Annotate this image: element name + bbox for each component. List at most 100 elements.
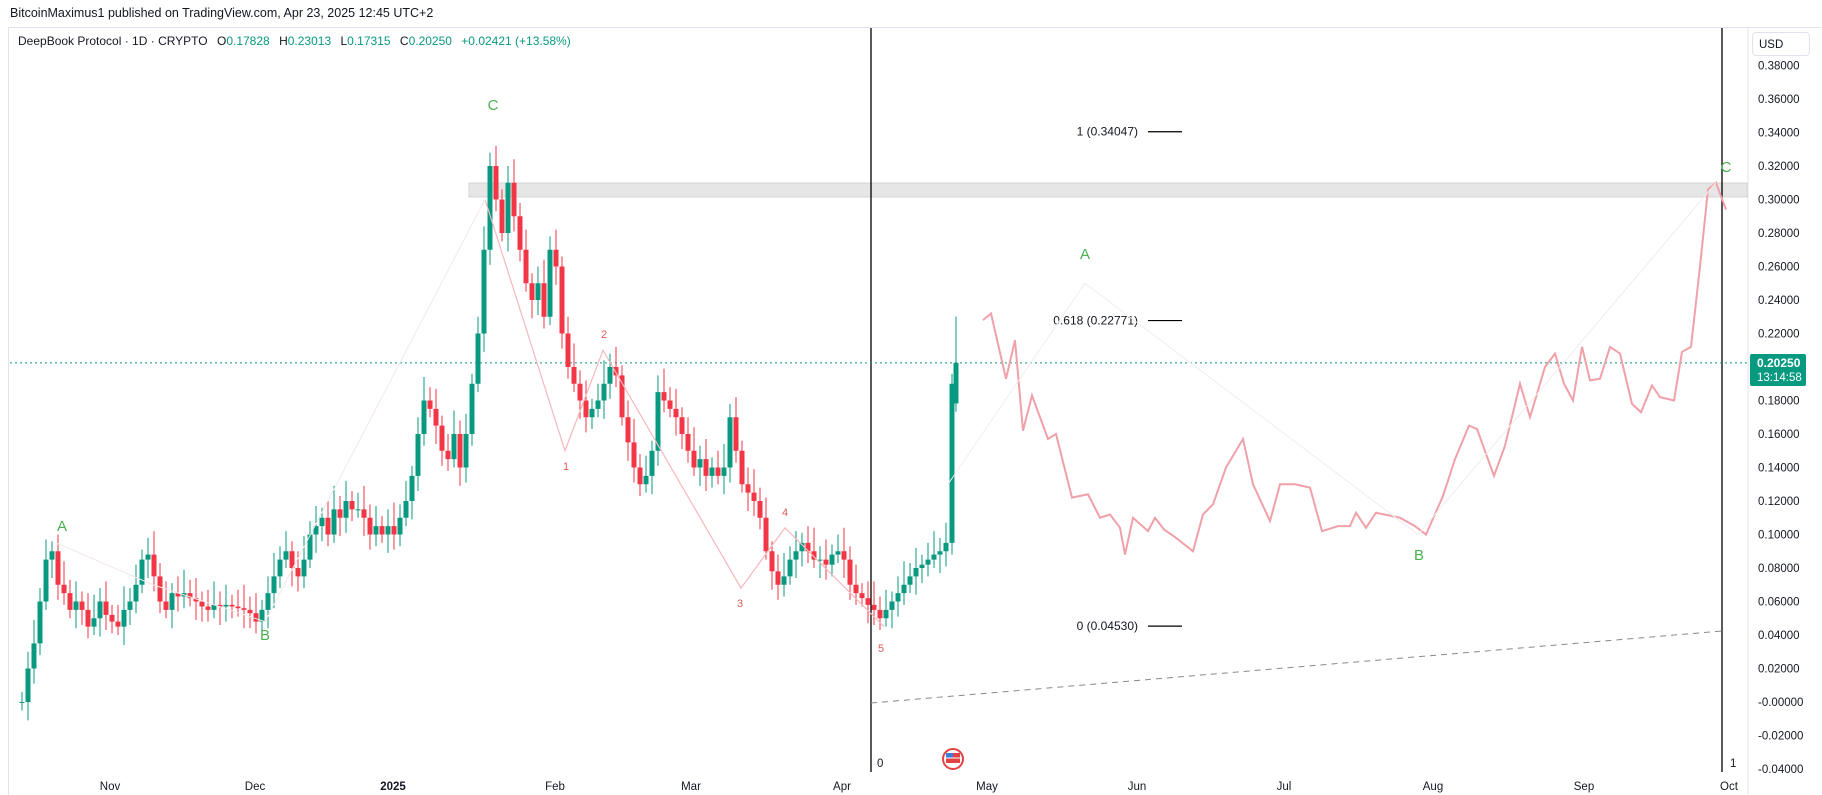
price-tick: 0.14000 bbox=[1758, 463, 1800, 475]
candle-body bbox=[925, 559, 931, 565]
candle-body bbox=[361, 509, 367, 518]
candle-body bbox=[883, 609, 889, 619]
candle-body bbox=[283, 551, 289, 560]
high-label: H bbox=[279, 34, 288, 48]
impulse-wave-label: 1 bbox=[563, 461, 569, 473]
candle-body bbox=[835, 551, 841, 555]
candle-body bbox=[325, 517, 331, 535]
candle-body bbox=[127, 601, 133, 610]
candle-body bbox=[889, 601, 895, 610]
candle-body bbox=[49, 551, 55, 560]
candle-body bbox=[619, 375, 625, 418]
candle-body bbox=[31, 643, 37, 669]
time-tick: Nov bbox=[100, 781, 121, 793]
candle-body bbox=[913, 568, 919, 577]
candle-body bbox=[949, 383, 955, 543]
price-tick: 0.36000 bbox=[1758, 94, 1800, 106]
flag-canton bbox=[946, 753, 953, 758]
candle-body bbox=[211, 604, 217, 610]
candle-body bbox=[583, 400, 589, 418]
candle-body bbox=[703, 459, 709, 476]
candle-body bbox=[145, 554, 151, 560]
candle-body bbox=[61, 584, 67, 594]
candle-body bbox=[97, 601, 103, 619]
candle-body bbox=[391, 526, 397, 535]
fib-level-label: 0.618 (0.22771) bbox=[1053, 314, 1138, 328]
price-tick: 0.02000 bbox=[1758, 664, 1800, 676]
candle-body bbox=[487, 166, 493, 250]
price-tick: 0.10000 bbox=[1758, 530, 1800, 542]
price-tick: -0.04000 bbox=[1758, 764, 1803, 776]
candle-body bbox=[133, 584, 139, 602]
candle-body bbox=[953, 362, 959, 404]
price-tick: 0.22000 bbox=[1758, 329, 1800, 341]
projection-wave-label: C bbox=[1721, 159, 1732, 176]
candle-body bbox=[301, 559, 307, 577]
candle-body bbox=[469, 383, 475, 434]
candle-body bbox=[655, 392, 661, 451]
candle-body bbox=[553, 249, 559, 267]
candle-body bbox=[757, 501, 763, 518]
candle-body bbox=[457, 434, 463, 468]
candle-body bbox=[811, 551, 817, 560]
candle-body bbox=[217, 604, 223, 607]
candle-body bbox=[865, 598, 871, 605]
candle-body bbox=[373, 526, 379, 535]
candle-body bbox=[673, 408, 679, 418]
candle-body bbox=[763, 517, 769, 552]
candle-body bbox=[733, 417, 739, 451]
candle-body bbox=[679, 417, 685, 434]
candle-body bbox=[367, 517, 373, 535]
price-tick: 0.08000 bbox=[1758, 563, 1800, 575]
time-tick: Oct bbox=[1720, 781, 1739, 793]
last-price-label: 0.20250 13:14:58 bbox=[1750, 354, 1806, 386]
candle-body bbox=[193, 598, 199, 602]
candle-body bbox=[439, 425, 445, 451]
candle-body bbox=[727, 417, 733, 468]
candle-body bbox=[535, 283, 541, 300]
impulse-wave-label: 2 bbox=[601, 329, 607, 341]
price-projection-line bbox=[982, 181, 1727, 555]
candle-body bbox=[85, 609, 91, 627]
candle-body bbox=[403, 501, 409, 518]
candle-body bbox=[343, 501, 349, 518]
candle-body bbox=[19, 702, 25, 703]
candle-body bbox=[103, 601, 109, 615]
low-value: 0.17315 bbox=[347, 34, 391, 48]
candle-body bbox=[739, 450, 745, 485]
impulse-wave-line bbox=[484, 199, 885, 628]
candle-body bbox=[559, 266, 565, 334]
time-tick: Jun bbox=[1128, 781, 1147, 793]
candle-body bbox=[643, 475, 649, 485]
dashed-trendline bbox=[870, 630, 1723, 704]
time-tick: Feb bbox=[545, 781, 565, 793]
projection-wave-label: A bbox=[1080, 246, 1090, 263]
candle-body bbox=[463, 434, 469, 468]
candle-body bbox=[601, 383, 607, 401]
symbol-name[interactable]: DeepBook Protocol · 1D · CRYPTO bbox=[18, 34, 208, 48]
candle-body bbox=[769, 551, 775, 572]
us-flag-event-icon[interactable] bbox=[942, 748, 964, 770]
candle-body bbox=[163, 601, 169, 610]
candle-body bbox=[355, 509, 361, 511]
currency-button[interactable]: USD bbox=[1752, 32, 1810, 56]
candle-body bbox=[295, 568, 301, 577]
candle-body bbox=[157, 576, 163, 602]
candle-body bbox=[247, 609, 253, 614]
candle-body bbox=[547, 249, 553, 317]
candle-body bbox=[115, 621, 121, 627]
candle-body bbox=[901, 584, 907, 594]
candle-body bbox=[823, 559, 829, 565]
price-tick: 0.06000 bbox=[1758, 597, 1800, 609]
candle-body bbox=[121, 609, 127, 627]
candle-body bbox=[781, 576, 787, 585]
candle-body bbox=[223, 604, 229, 607]
candle-body bbox=[853, 584, 859, 594]
candle-body bbox=[265, 593, 271, 610]
candle-body bbox=[109, 614, 115, 622]
candle-body bbox=[307, 534, 313, 560]
candle-body bbox=[493, 166, 499, 200]
candle-body bbox=[841, 551, 847, 560]
candle-body bbox=[715, 467, 721, 476]
